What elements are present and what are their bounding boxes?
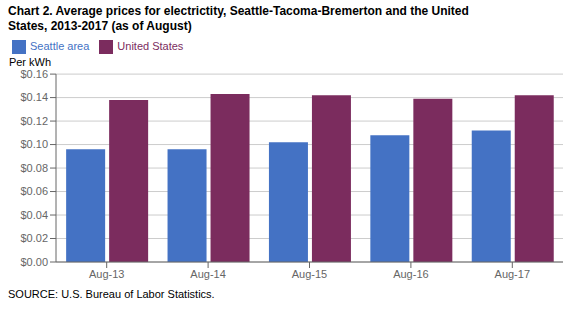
svg-text:Aug-13: Aug-13 bbox=[89, 268, 124, 280]
html-text:States, 2013-2017 (as of Augus: States, 2013-2017 (as of August) bbox=[8, 19, 192, 33]
svg-text:$0.12: $0.12 bbox=[20, 115, 48, 127]
html-text:United States: United States bbox=[117, 40, 184, 52]
svg-text:Aug-16: Aug-16 bbox=[393, 268, 428, 280]
svg-text:$0.08: $0.08 bbox=[20, 162, 48, 174]
html-text:SOURCE: U.S. Bureau of Labor S: SOURCE: U.S. Bureau of Labor Statistics. bbox=[8, 288, 215, 300]
svg-text:$0.16: $0.16 bbox=[20, 68, 48, 80]
svg-text:$0.02: $0.02 bbox=[20, 232, 48, 244]
svg-text:Aug-15: Aug-15 bbox=[292, 268, 327, 280]
svg-text:Per kWh: Per kWh bbox=[9, 56, 51, 68]
svg-text:$0.10: $0.10 bbox=[20, 138, 48, 150]
svg-text:Aug-17: Aug-17 bbox=[495, 268, 530, 280]
html-text:Chart 2. Average prices for el: Chart 2. Average prices for electrictity… bbox=[8, 4, 469, 18]
svg-text:$0.14: $0.14 bbox=[20, 91, 48, 103]
svg-text:$0.04: $0.04 bbox=[20, 209, 48, 221]
svg-text:Aug-14: Aug-14 bbox=[190, 268, 225, 280]
html-text:Seattle area: Seattle area bbox=[30, 40, 90, 52]
svg-text:$0.06: $0.06 bbox=[20, 185, 48, 197]
svg-text:$0.00: $0.00 bbox=[20, 256, 48, 268]
